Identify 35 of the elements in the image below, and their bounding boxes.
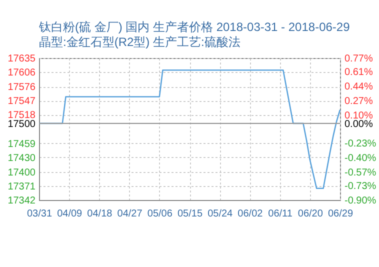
x-tick-label: 06/20	[298, 208, 324, 220]
y2-tick-label: -0.57%	[344, 167, 376, 178]
y-tick-label: 17547	[8, 96, 36, 108]
y-tick-label: 17500	[8, 118, 36, 130]
x-tick-label: 06/29	[328, 208, 354, 220]
y2-tick-label: 0.10%	[344, 110, 373, 122]
chart-title: 钛白粉(硫 金厂) 国内 生产者价格 2018-03-31 - 2018-06-29	[38, 20, 350, 34]
x-tick-label: 05/06	[147, 208, 173, 220]
y-tick-label: 17576	[8, 82, 36, 94]
y2-tick-label: 0.27%	[344, 96, 373, 108]
y-tick-label: 17371	[8, 181, 36, 192]
x-tick-label: 04/09	[57, 208, 83, 220]
y2-tick-label: 0.77%	[344, 54, 373, 64]
y-tick-label: 17342	[8, 196, 36, 206]
y-tick-label: 17430	[8, 152, 36, 164]
y2-tick-label: -0.73%	[344, 181, 376, 192]
y-tick-label: 17518	[8, 110, 36, 122]
y2-tick-label: -0.40%	[344, 152, 376, 164]
x-tick-label: 06/02	[238, 208, 264, 220]
x-tick-label: 04/18	[87, 208, 113, 220]
y2-tick-label: -0.90%	[344, 196, 376, 206]
y-tick-label: 17400	[8, 167, 36, 178]
y2-tick-label: -0.23%	[344, 138, 376, 150]
x-tick-label: 05/24	[208, 208, 234, 220]
x-tick-label: 06/11	[268, 208, 293, 220]
y-tick-label: 17459	[8, 138, 36, 150]
chart-subtitle: 晶型:金红石型(R2型) 生产工艺:硫酸法	[39, 35, 240, 49]
x-tick-label: 04/27	[117, 208, 143, 220]
y2-tick-label: 0.00%	[344, 118, 373, 130]
y-tick-label: 17606	[8, 68, 36, 79]
x-tick-label: 05/15	[177, 208, 203, 220]
y2-tick-label: 0.44%	[344, 82, 373, 93]
y-tick-label: 17635	[8, 54, 36, 64]
y2-tick-label: 0.61%	[344, 67, 373, 78]
x-tick-label: 03/31	[26, 208, 52, 220]
